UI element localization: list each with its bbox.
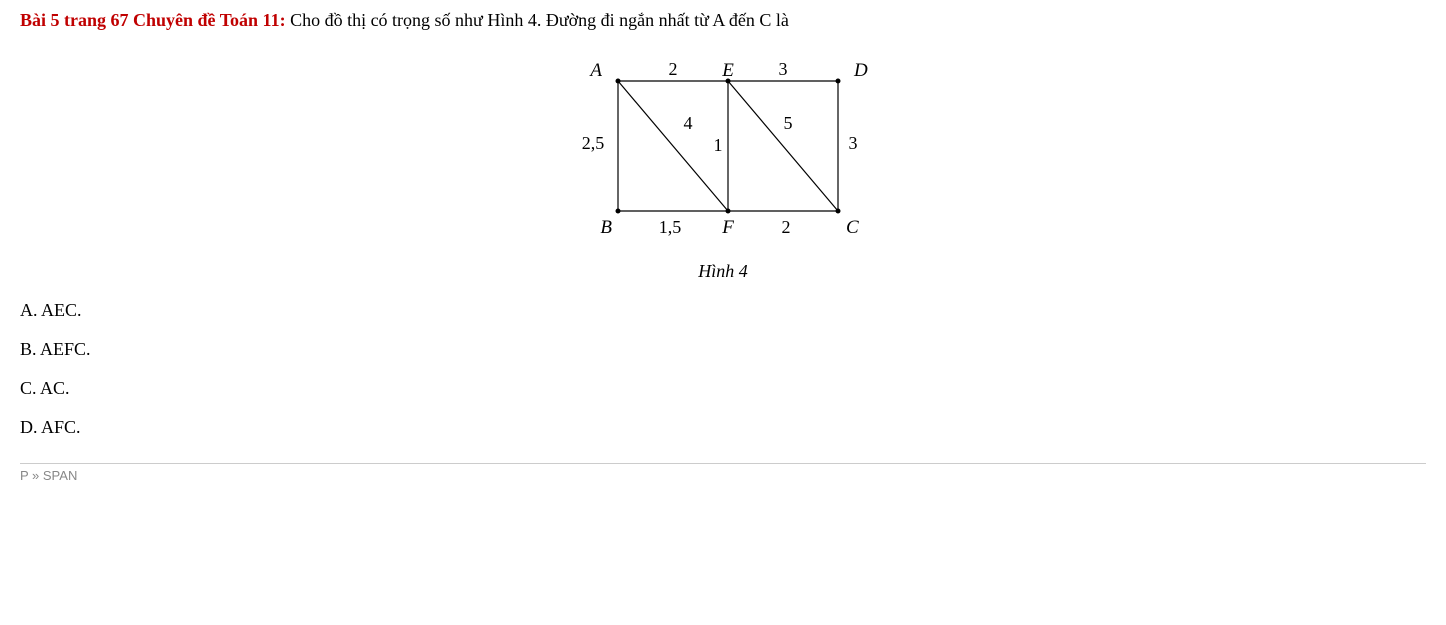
editor-breadcrumb: P » SPAN bbox=[20, 463, 1426, 483]
edge-A-F bbox=[618, 81, 728, 211]
weight-A-E: 2 bbox=[669, 59, 678, 79]
node-label-E: E bbox=[721, 60, 734, 81]
figure-container: 2 3 2,5 1 3 4 5 1,5 2 A E D B F C Hình 4 bbox=[20, 51, 1426, 282]
options-list: A. AEC. B. AEFC. C. AC. D. AFC. bbox=[20, 300, 1426, 438]
option-a: A. AEC. bbox=[20, 300, 1426, 321]
question-prefix: Bài 5 trang 67 Chuyên đề Toán 11: bbox=[20, 10, 286, 30]
node-D bbox=[836, 79, 841, 84]
weight-D-C: 3 bbox=[849, 133, 858, 153]
node-label-F: F bbox=[721, 217, 734, 238]
node-B bbox=[616, 209, 621, 214]
node-label-A: A bbox=[588, 60, 602, 81]
weight-A-F: 4 bbox=[684, 113, 693, 133]
option-b: B. AEFC. bbox=[20, 339, 1426, 360]
node-C bbox=[836, 209, 841, 214]
weight-E-D: 3 bbox=[779, 59, 788, 79]
edge-E-C bbox=[728, 81, 838, 211]
node-label-C: C bbox=[846, 217, 859, 238]
option-d: D. AFC. bbox=[20, 417, 1426, 438]
weight-E-C: 5 bbox=[784, 113, 793, 133]
node-F bbox=[726, 209, 731, 214]
node-A bbox=[616, 79, 621, 84]
weight-E-F: 1 bbox=[714, 135, 723, 155]
question-line: Bài 5 trang 67 Chuyên đề Toán 11: Cho đồ… bbox=[20, 10, 1426, 31]
node-label-B: B bbox=[600, 217, 612, 238]
weight-A-B: 2,5 bbox=[582, 133, 605, 153]
option-c: C. AC. bbox=[20, 378, 1426, 399]
weight-F-C: 2 bbox=[782, 217, 791, 237]
node-label-D: D bbox=[853, 60, 868, 81]
figure-caption: Hình 4 bbox=[20, 261, 1426, 282]
question-text: Cho đồ thị có trọng số như Hình 4. Đường… bbox=[286, 10, 789, 30]
graph-diagram: 2 3 2,5 1 3 4 5 1,5 2 A E D B F C bbox=[558, 51, 888, 246]
weight-B-F: 1,5 bbox=[659, 217, 682, 237]
